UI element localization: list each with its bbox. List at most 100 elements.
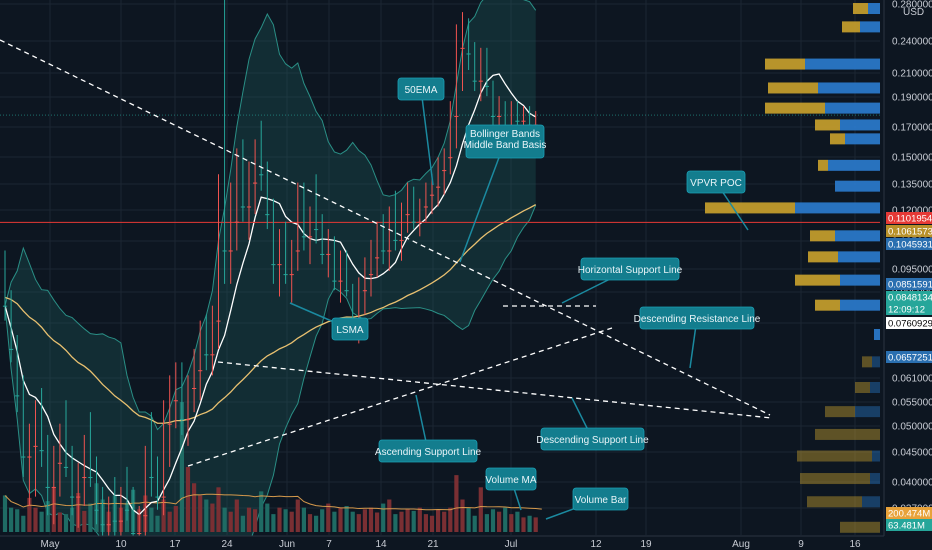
candle	[259, 120, 264, 191]
candle	[326, 229, 331, 278]
volume-bar	[185, 467, 191, 532]
price-label: 0.10615732	[886, 225, 932, 238]
volume-bar	[362, 509, 367, 532]
candle	[167, 375, 172, 467]
volume-bar	[375, 512, 380, 532]
volume-bar	[204, 499, 209, 532]
price-axis[interactable]: 0.28000000 0.24000000 0.21000000 0.19000000…	[883, 0, 932, 550]
candle	[57, 423, 62, 497]
vpvr-bar-down	[807, 496, 862, 508]
grid	[0, 0, 880, 535]
vpvr-bar-up	[795, 202, 880, 214]
price-axis-bg	[884, 0, 932, 550]
svg-text:0.08481347: 0.08481347	[888, 293, 932, 304]
candle	[393, 190, 398, 251]
candle	[448, 101, 453, 175]
annotation-callout[interactable]: Horizontal Support Line	[561, 257, 683, 304]
annotation-callout[interactable]: Descending Support Line	[536, 397, 649, 451]
candle	[39, 387, 44, 467]
volume-bar	[350, 511, 355, 532]
annotation-callout[interactable]: Ascending Support Line	[375, 394, 482, 463]
candle	[295, 182, 300, 271]
candles	[2, 0, 538, 550]
candle	[478, 47, 483, 102]
volume-bar	[484, 514, 489, 532]
time-axis[interactable]: May 10 17 24 Jun 7 14 21 Jul 12 19 Aug 9 16	[0, 535, 932, 550]
candle	[332, 236, 337, 291]
annotation-callout[interactable]: Descending Resistance Line	[634, 306, 761, 369]
volume-bar	[295, 499, 300, 532]
candle	[246, 161, 252, 240]
vpvr-bar-up	[870, 473, 880, 485]
price-tick-label: 0.05500000	[892, 398, 932, 409]
volume-bar	[216, 487, 221, 532]
time-tick-label: 10	[115, 539, 127, 550]
descending-support-line[interactable]	[217, 361, 773, 419]
candle	[253, 139, 258, 215]
annotation-callout[interactable]: Volume Bar	[545, 487, 629, 520]
price-tick-label: 0.06100000	[892, 374, 932, 385]
price-tick-label: 0.09500000	[892, 265, 932, 276]
candle	[301, 182, 306, 251]
vpvr-bar-up	[840, 299, 880, 311]
candle	[362, 257, 367, 315]
volume-bar	[454, 475, 459, 532]
ascending-support-line[interactable]	[187, 327, 613, 467]
annotation-text: Descending Resistance Line	[634, 314, 761, 325]
svg-text:200.474M: 200.474M	[888, 509, 930, 520]
annotation-callout[interactable]: LSMA	[289, 302, 369, 341]
price-label: 12:09:12	[886, 303, 932, 316]
volume-bar	[240, 515, 245, 532]
annotation-callout[interactable]: 50EMA	[397, 77, 445, 186]
candle	[375, 221, 380, 278]
volume-bar	[405, 509, 410, 532]
candle	[216, 174, 221, 349]
indicator-lines	[0, 73, 880, 516]
volume-bar	[381, 503, 386, 532]
annotation-callout[interactable]: Volume MA	[485, 467, 537, 511]
svg-text:12:09:12: 12:09:12	[888, 305, 925, 316]
annotation-callout[interactable]: VPVR POC	[686, 170, 749, 231]
candle	[283, 221, 288, 284]
candle	[155, 456, 160, 510]
vpvr-bar-up	[828, 159, 880, 171]
volume-bar	[246, 507, 252, 532]
volume-bar	[527, 515, 532, 532]
candle	[228, 182, 233, 284]
volume-bar	[33, 507, 38, 532]
volume-bar	[503, 507, 508, 532]
candle	[289, 239, 294, 303]
volume-bar	[301, 507, 306, 532]
volume-bar	[533, 517, 538, 532]
time-tick-label: May	[41, 539, 60, 550]
volume-bar	[228, 511, 233, 532]
volume-bar	[259, 491, 264, 532]
volume-bar	[332, 511, 337, 532]
vpvr-bar-up	[835, 230, 880, 242]
annotation-text: 50EMA	[405, 85, 438, 96]
candle	[185, 375, 191, 446]
candle	[204, 314, 209, 371]
trendlines	[0, 39, 773, 467]
volume-bar	[27, 497, 32, 532]
descending-resistance-line[interactable]	[0, 39, 771, 416]
volume-bar	[314, 515, 319, 532]
time-tick-label: 14	[375, 539, 387, 550]
candle	[222, 0, 227, 284]
volume-bar	[15, 509, 20, 532]
price-tick-label: 0.15000000	[892, 153, 932, 164]
annotation-text: Horizontal Support Line	[578, 265, 683, 276]
annotation-text: Volume MA	[485, 475, 536, 486]
vpvr-bar-up	[860, 21, 880, 33]
candle	[368, 239, 374, 297]
volume-bar	[63, 514, 69, 532]
volume-bar	[429, 515, 435, 532]
candle	[320, 214, 325, 265]
candle	[460, 12, 465, 92]
vpvr-bar-down	[842, 21, 860, 33]
svg-text:0.10615732: 0.10615732	[888, 227, 932, 238]
volume-bar	[283, 509, 288, 532]
bollinger-bands	[4, 0, 537, 550]
